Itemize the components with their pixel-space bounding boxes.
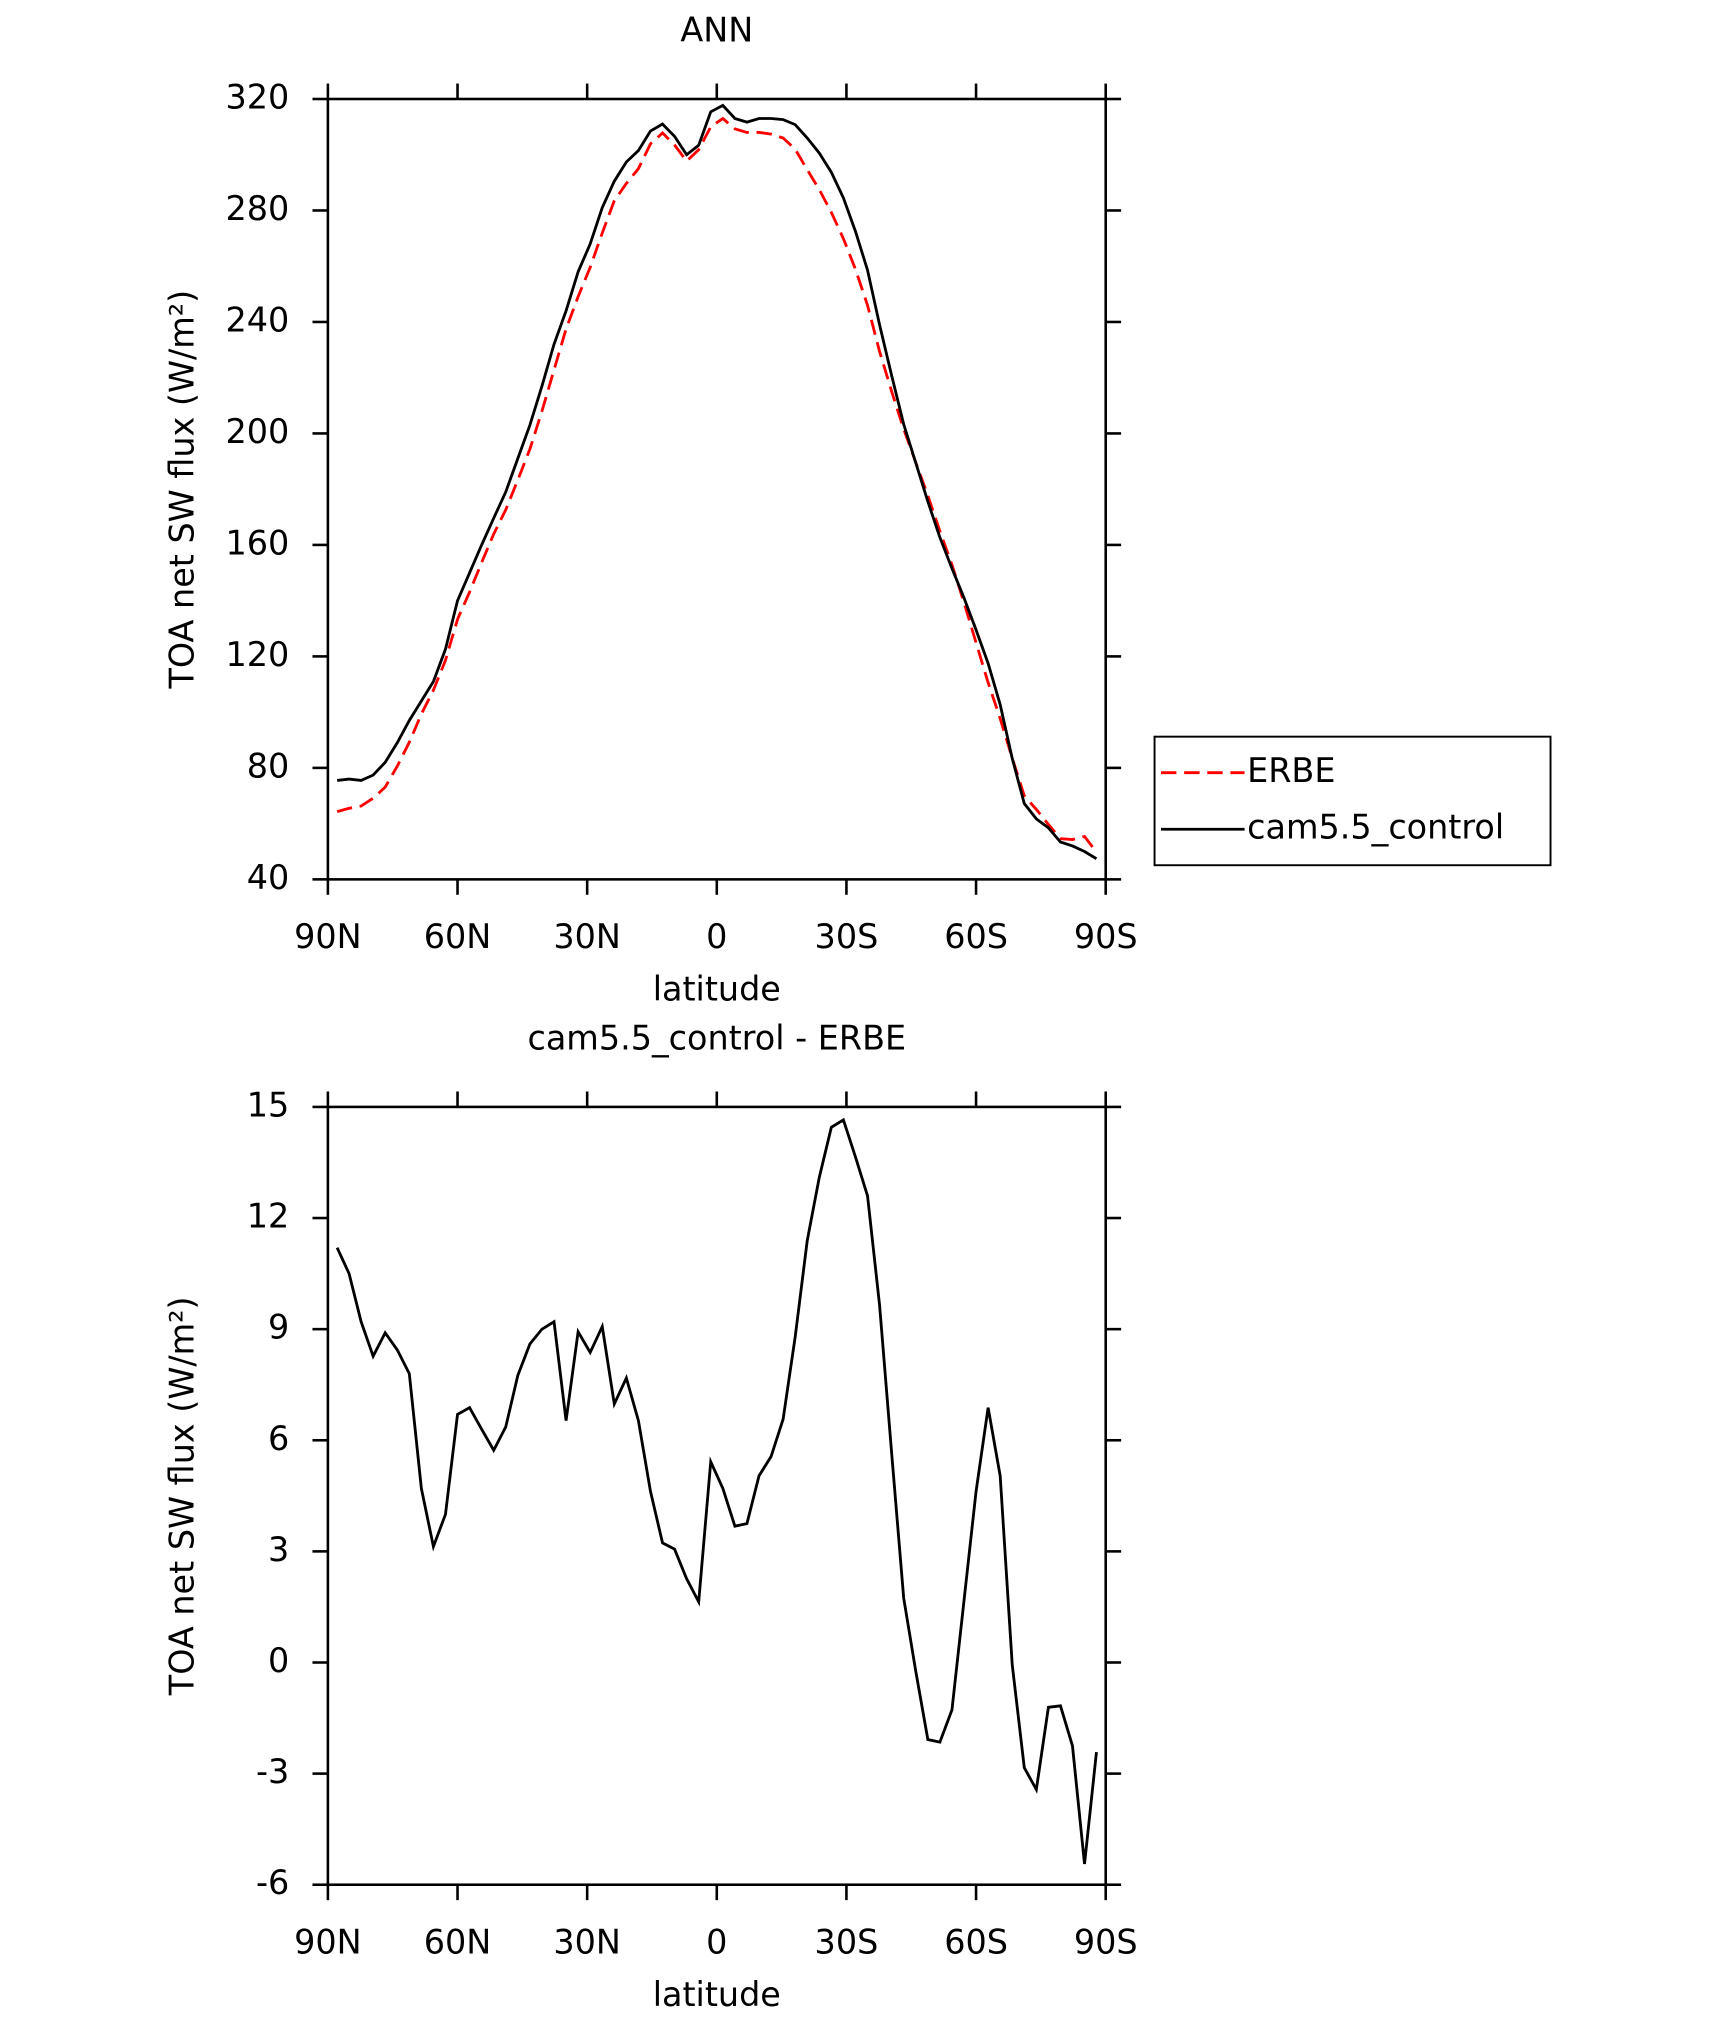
legend-label: ERBE [1247,751,1335,790]
y-axis-label: TOA net SW flux (W/m²) [162,1296,201,1696]
x-tick-label: 30N [553,917,621,956]
y-tick-label: 320 [226,77,290,116]
y-tick-label: 15 [247,1085,290,1124]
data-line [336,103,1098,860]
y-tick-label: 280 [226,189,290,228]
x-tick-label: 60N [424,1922,492,1961]
x-axis-label: latitude [653,1975,781,2014]
x-tick-label: 0 [706,1922,727,1961]
y-tick-label: 6 [268,1419,289,1458]
y-tick-label: -6 [256,1863,289,1902]
plot-frame [326,97,1107,881]
x-tick-label: 90S [1074,917,1138,956]
x-tick-label: 60S [944,1922,1008,1961]
plot-frame [326,1105,1107,1887]
chart-title: cam5.5_control - ERBE [527,1019,906,1058]
chart-title: ANN [680,11,753,50]
y-tick-label: -3 [256,1752,289,1791]
x-tick-label: 30S [815,1922,879,1961]
x-tick-label: 60S [944,917,1008,956]
x-tick-label: 30S [815,917,879,956]
y-tick-label: 40 [247,858,290,897]
y-tick-label: 0 [268,1641,289,1680]
data-line [335,1117,1098,1865]
y-tick-label: 160 [226,523,290,562]
y-axis-label: TOA net SW flux (W/m²) [162,290,201,690]
y-tick-label: 200 [226,412,290,451]
y-tick-label: 120 [226,635,290,674]
x-tick-label: 90S [1074,1922,1138,1961]
x-axis-label: latitude [653,970,781,1009]
x-tick-label: 90N [294,917,362,956]
y-tick-label: 240 [226,300,290,339]
y-tick-label: 9 [268,1308,289,1347]
x-tick-label: 90N [294,1922,362,1961]
x-tick-label: 0 [706,917,727,956]
x-tick-label: 60N [424,917,492,956]
legend-label: cam5.5_control [1247,808,1504,847]
y-tick-label: 12 [247,1197,290,1236]
legend-box [1153,735,1552,867]
y-tick-label: 3 [268,1530,289,1569]
data-line [336,116,1098,853]
y-tick-label: 80 [247,746,290,785]
x-tick-label: 30N [553,1922,621,1961]
